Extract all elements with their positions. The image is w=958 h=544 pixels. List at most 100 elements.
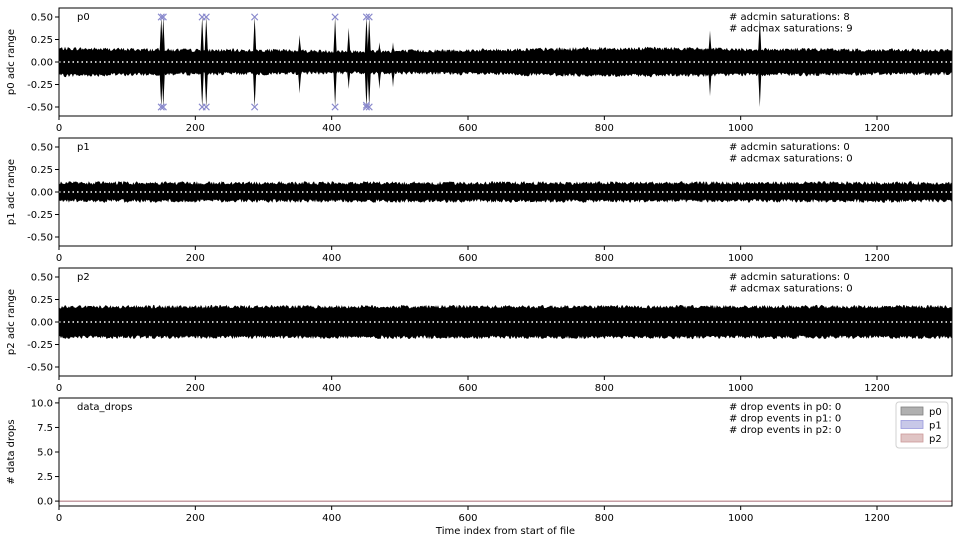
annotation: # drop events in p0: 0	[729, 402, 841, 413]
saturation-marker	[157, 13, 165, 21]
saturation-marker	[362, 103, 371, 111]
x-tick-label: 1000	[728, 123, 753, 134]
legend-swatch-p1	[900, 420, 924, 429]
saturation-marker	[251, 103, 259, 111]
saturation-marker	[331, 103, 339, 111]
y-tick-label: 0.25	[31, 295, 53, 306]
signal-spike	[253, 17, 257, 107]
panel-p1: 0 200 400 600 800 1000 1200 0.50 0.25 0.00 -0.25 -0…	[6, 137, 953, 264]
y-tick-label: -0.25	[27, 80, 53, 91]
plot-area	[59, 13, 952, 111]
y-axis-label: p1 adc range	[6, 159, 17, 225]
signal-spike	[200, 17, 204, 107]
y-tick-label: 2.5	[37, 472, 53, 483]
saturation-marker	[159, 103, 167, 111]
panel-data_drops: 0 200 400 600 800 1000 1200 10.0 7.5 5.0 2.5 0.0 # d…	[6, 397, 953, 537]
x-tick-label: 0	[56, 513, 62, 524]
y-tick-label: 0.50	[31, 13, 53, 24]
panel-label: p2	[77, 272, 90, 283]
panel-p2: 0 200 400 600 800 1000 1200 0.50 0.25 0.00 -0.25 -0…	[6, 267, 953, 394]
x-tick-label: 800	[595, 123, 614, 134]
annotation: # drop events in p1: 0	[729, 414, 841, 425]
y-tick-label: 0.50	[31, 143, 53, 154]
annotation: # adcmax saturations: 9	[729, 24, 853, 35]
panel-p0: 0 200 400 600 800 1000 1200 0.50 0.25 0.00 -0.25 -0…	[6, 7, 953, 134]
saturation-marker	[157, 103, 165, 111]
signal-spike	[367, 17, 371, 107]
legend-label-p0: p0	[929, 407, 942, 418]
x-tick-label: 1200	[864, 513, 889, 524]
annotation: # adcmin saturations: 0	[729, 272, 850, 283]
legend-label-p2: p2	[929, 434, 942, 445]
x-tick-label: 200	[186, 513, 205, 524]
x-tick-label: 400	[322, 253, 341, 264]
legend-label-p1: p1	[929, 421, 942, 432]
annotation: # drop events in p2: 0	[729, 425, 841, 436]
x-tick-label: 1000	[728, 383, 753, 394]
saturation-marker	[202, 13, 210, 21]
x-tick-label: 800	[595, 513, 614, 524]
x-tick-label: 200	[186, 253, 205, 264]
x-tick-label: 400	[322, 123, 341, 134]
y-tick-label: 5.0	[37, 448, 53, 459]
y-tick-label: -0.50	[27, 233, 53, 244]
x-tick-label: 1200	[864, 123, 889, 134]
x-tick-label: 0	[56, 253, 62, 264]
saturation-marker	[251, 13, 259, 21]
plot-area	[59, 181, 952, 203]
annotation: # adcmax saturations: 0	[729, 154, 853, 165]
y-tick-label: -0.25	[27, 210, 53, 221]
signal-spike	[391, 42, 395, 88]
saturation-marker	[362, 101, 371, 109]
signal-spike	[333, 17, 337, 107]
x-tick-label: 600	[458, 383, 477, 394]
y-tick-label: 10.0	[31, 398, 53, 409]
x-tick-label: 800	[595, 253, 614, 264]
legend: p0 p1 p2	[895, 401, 949, 449]
panel-label: p0	[77, 12, 90, 23]
signal-spike	[377, 42, 381, 89]
signal-spike	[204, 17, 208, 107]
x-tick-label: 400	[322, 383, 341, 394]
y-tick-label: -0.50	[27, 363, 53, 374]
y-tick-label: 0.00	[31, 318, 53, 329]
saturation-marker	[159, 13, 167, 21]
y-tick-label: 0.0	[37, 497, 53, 508]
saturation-marker	[365, 13, 373, 21]
y-tick-label: 0.25	[31, 35, 53, 46]
x-tick-label: 600	[458, 123, 477, 134]
legend-swatch-p2	[900, 433, 924, 443]
signal-spike	[159, 17, 163, 107]
y-tick-label: 0.00	[31, 188, 53, 199]
saturation-marker	[362, 13, 371, 21]
x-axis-label: Time index from start of file	[435, 526, 575, 537]
saturation-marker	[202, 103, 210, 111]
y-tick-label: 7.5	[37, 423, 53, 434]
y-tick-label: 0.00	[31, 58, 53, 69]
annotation: # adcmin saturations: 0	[729, 142, 850, 153]
signal-spike	[298, 35, 302, 94]
x-tick-label: 0	[56, 123, 62, 134]
signal-spike	[347, 27, 351, 89]
y-tick-label: -0.25	[27, 340, 53, 351]
x-tick-label: 200	[186, 123, 205, 134]
annotation: # adcmax saturations: 0	[729, 284, 853, 295]
panel-label: p1	[77, 142, 90, 153]
x-tick-label: 1200	[864, 383, 889, 394]
y-tick-label: 0.50	[31, 273, 53, 284]
panel-label: data_drops	[77, 402, 132, 413]
x-tick-label: 1200	[864, 253, 889, 264]
x-tick-label: 0	[56, 383, 62, 394]
annotation: # adcmin saturations: 8	[729, 12, 850, 23]
y-axis-label: p2 adc range	[6, 289, 17, 355]
x-tick-label: 200	[186, 383, 205, 394]
x-tick-label: 600	[458, 253, 477, 264]
x-tick-label: 1000	[728, 513, 753, 524]
saturation-marker	[331, 13, 339, 21]
legend-swatch-p0	[900, 406, 924, 416]
signal-spike	[758, 18, 762, 107]
signal-spike	[708, 30, 712, 97]
y-tick-label: 0.25	[31, 165, 53, 176]
x-tick-label: 400	[322, 513, 341, 524]
